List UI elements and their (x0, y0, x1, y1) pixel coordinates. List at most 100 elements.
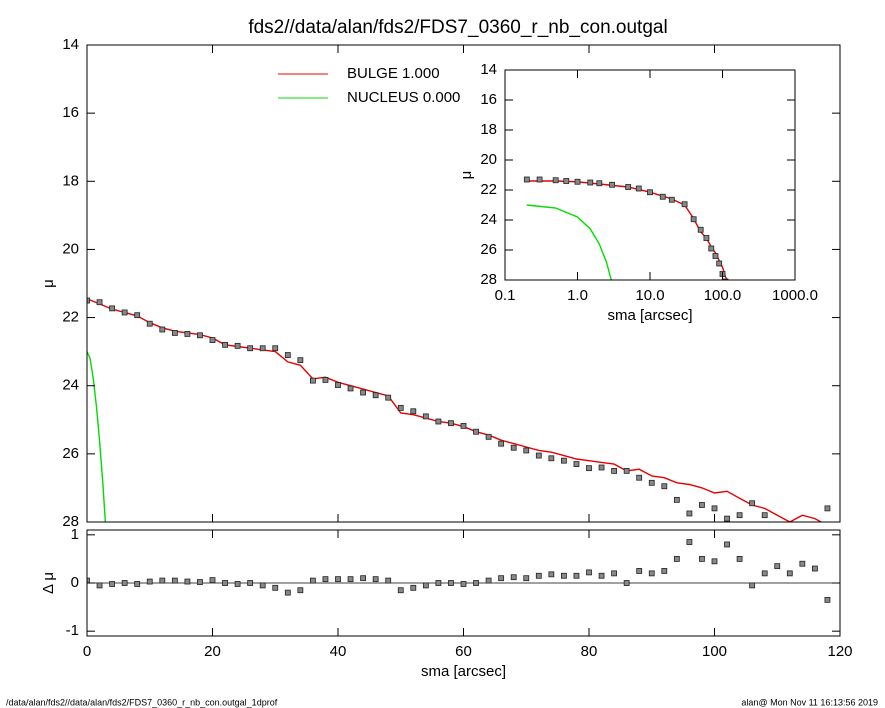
data-point (272, 345, 279, 352)
data-point (611, 467, 617, 474)
data-point (247, 580, 254, 586)
data-point (573, 572, 580, 579)
data-point (711, 505, 718, 512)
data-point (812, 565, 818, 572)
model-line (526, 204, 613, 280)
data-point (121, 580, 128, 586)
y-axis-label: μ (40, 279, 57, 288)
data-point (422, 582, 429, 589)
data-point (184, 331, 191, 337)
data-point (473, 580, 479, 586)
y-tick-label: 14 (62, 36, 79, 53)
data-point (309, 577, 316, 584)
y-axis-label: μ (458, 171, 475, 180)
data-point (659, 193, 666, 200)
data-point (372, 392, 379, 399)
data-point (247, 345, 254, 352)
y-tick-label: 28 (480, 271, 497, 288)
y-tick-label: 1 (71, 526, 79, 543)
data-point (712, 253, 719, 259)
data-point (673, 556, 680, 562)
data-point (322, 377, 329, 383)
data-point (209, 577, 216, 584)
data-point (372, 576, 379, 583)
data-point (87, 297, 90, 304)
data-point (435, 418, 442, 425)
data-point (625, 184, 632, 190)
data-point (171, 577, 178, 584)
data-point (335, 576, 341, 583)
data-point (775, 525, 780, 530)
data-point (360, 389, 367, 396)
data-point (523, 176, 530, 183)
x-tick-label: 60 (455, 643, 472, 660)
data-point (609, 181, 615, 188)
data-point (552, 177, 559, 184)
data-point (749, 582, 756, 589)
data-point (573, 461, 580, 467)
y-tick-label: 24 (480, 211, 497, 228)
data-point (523, 447, 530, 454)
data-point (171, 330, 178, 336)
data-point (598, 572, 605, 579)
data-point (159, 326, 166, 333)
data-point (824, 596, 831, 603)
x-tick-label: 80 (581, 643, 598, 660)
data-point (197, 579, 203, 585)
data-point (87, 577, 90, 584)
data-point (681, 201, 688, 208)
data-point (360, 575, 367, 582)
data-point (697, 226, 704, 233)
data-point (812, 526, 817, 531)
data-point (410, 408, 417, 415)
data-point (96, 582, 103, 589)
data-point (109, 305, 115, 312)
data-point (121, 309, 128, 316)
y-tick-label: 0 (71, 574, 79, 591)
data-point (623, 580, 630, 586)
plot-frame (86, 44, 841, 523)
data-point (297, 357, 304, 364)
data-point (422, 413, 429, 420)
data-point (448, 420, 454, 427)
chart-title: fds2//data/alan/fds2/FDS7_0360_r_nb_con.… (248, 17, 667, 38)
data-point (749, 500, 756, 507)
data-point (435, 580, 442, 586)
y-tick-label: 14 (480, 61, 497, 78)
data-point (209, 337, 216, 343)
data-point (561, 572, 567, 579)
data-point (134, 312, 141, 319)
data-point (259, 345, 266, 352)
data-point (799, 560, 806, 567)
data-point (761, 512, 768, 519)
legend-label: BULGE 1.000 (347, 65, 440, 82)
data-point (535, 452, 542, 459)
y-tick-label: 18 (480, 121, 497, 138)
data-point (536, 176, 543, 183)
data-point (410, 584, 417, 591)
plot-area (523, 176, 729, 280)
data-point (146, 578, 153, 585)
y-axis-label: Δ μ (40, 572, 57, 594)
data-point (284, 352, 291, 358)
data-point (800, 526, 805, 531)
plot-area (87, 297, 831, 531)
data-point (736, 556, 743, 562)
data-point (485, 433, 492, 440)
plot-frame (504, 69, 796, 281)
data-point (222, 341, 228, 348)
data-point (686, 510, 693, 517)
data-point (611, 570, 617, 577)
data-point (636, 474, 643, 481)
plot-area (87, 539, 840, 603)
y-tick-label: 22 (62, 309, 79, 326)
data-point (498, 440, 505, 447)
x-axis-label: sma [arcsec] (607, 307, 692, 324)
data-point (736, 512, 743, 519)
y-tick-label: 16 (480, 91, 497, 108)
data-point (635, 185, 642, 192)
data-point (598, 464, 605, 471)
data-point (234, 581, 241, 587)
data-point (134, 581, 141, 587)
